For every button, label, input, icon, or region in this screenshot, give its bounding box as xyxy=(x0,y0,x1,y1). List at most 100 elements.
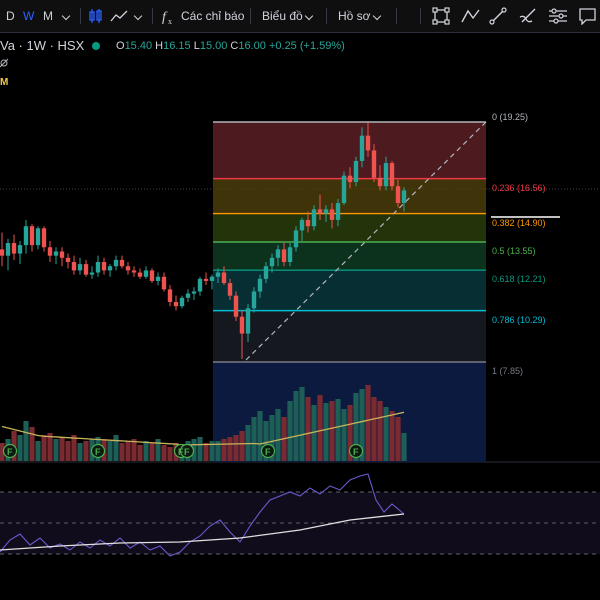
volume-bar xyxy=(59,437,65,461)
candle-body xyxy=(107,266,113,271)
symbol-name[interactable]: Va · 1W · HSX xyxy=(0,38,85,53)
candles-icon[interactable] xyxy=(88,8,104,24)
close-value: 16.00 xyxy=(238,40,266,52)
interval-m-button[interactable]: M xyxy=(43,9,53,23)
volume-bar xyxy=(113,435,119,461)
settings-sliders-icon[interactable] xyxy=(548,7,568,25)
candle-body xyxy=(47,247,53,256)
fib-level-label: 0.618 (12.21) xyxy=(492,274,546,285)
candle-body xyxy=(269,257,275,267)
interval-w-button[interactable]: W xyxy=(23,9,35,23)
volume-bar xyxy=(227,437,233,461)
dividend-marker-icon xyxy=(90,443,106,459)
fib-level-label: 1 (7.85) xyxy=(492,366,524,376)
eye-off-icon[interactable] xyxy=(0,58,10,68)
candle-body xyxy=(83,264,89,275)
change-value: +0.25 (+1.59%) xyxy=(268,40,345,52)
candle-body xyxy=(0,249,5,256)
candle-body xyxy=(221,272,227,284)
volume-bar xyxy=(353,393,359,461)
volume-bar xyxy=(239,431,245,461)
volume-bar xyxy=(179,445,185,461)
rsi-ma-line xyxy=(0,513,405,551)
volume-bar xyxy=(29,427,35,461)
candle-body xyxy=(281,249,287,262)
volume-bar xyxy=(257,411,263,461)
volume-bar xyxy=(107,441,113,461)
candle-body xyxy=(167,289,173,302)
fib-extension-area xyxy=(213,362,486,462)
volume-bar xyxy=(269,415,275,461)
select-rectangle-icon[interactable] xyxy=(432,7,450,25)
candle-body xyxy=(305,219,311,227)
candle-body xyxy=(53,251,59,256)
candle-body xyxy=(71,262,77,271)
indicators-icon[interactable]: f x xyxy=(160,8,176,25)
fib-level-label: 0.236 (16.56) xyxy=(492,182,546,193)
candle-body xyxy=(299,219,305,231)
polyline-tool-icon[interactable] xyxy=(460,7,482,25)
candle-body xyxy=(203,278,209,281)
candle-body xyxy=(95,262,101,273)
candle-body xyxy=(179,297,185,307)
indicator-legend-label[interactable]: M xyxy=(0,77,9,88)
fib-zone xyxy=(213,213,486,242)
candle-body xyxy=(125,266,131,271)
volume-bar xyxy=(371,397,377,461)
volume-bar xyxy=(191,439,197,461)
candle-body xyxy=(35,228,41,246)
volume-bar xyxy=(359,389,365,461)
candle-body xyxy=(155,276,161,281)
interval-d-button[interactable]: D xyxy=(6,9,15,23)
volume-bar xyxy=(395,417,401,461)
trend-line-tool-icon[interactable] xyxy=(489,7,507,25)
volume-bar xyxy=(5,439,11,461)
volume-bar xyxy=(305,397,311,461)
volume-bar xyxy=(77,443,83,461)
dividend-marker-icon xyxy=(348,443,364,459)
comment-icon[interactable] xyxy=(578,7,598,25)
volume-bar xyxy=(251,417,257,461)
volume-bar xyxy=(41,435,47,461)
toolbar-divider xyxy=(250,8,251,24)
brush-tool-icon[interactable] xyxy=(518,7,540,25)
fib-zone xyxy=(213,178,486,214)
candle-body xyxy=(371,150,377,178)
charts-menu-button[interactable]: Biểu đồ xyxy=(262,9,303,23)
high-label: H xyxy=(155,40,164,52)
symbol-legend[interactable]: Va · 1W · HSX xyxy=(0,36,84,56)
interval-chevron-down-icon[interactable] xyxy=(61,11,71,21)
volume-bar xyxy=(245,425,251,461)
candle-body xyxy=(119,259,125,267)
profile-menu-button[interactable]: Hồ sơ xyxy=(338,9,371,23)
candle-body xyxy=(245,308,251,334)
candle-body xyxy=(101,262,107,271)
close-label: C xyxy=(230,40,239,52)
fib-level-label: 0.786 (10.29) xyxy=(492,314,546,325)
volume-bar xyxy=(389,411,395,461)
ohlc-values: O15.40 H16.15 L15.00 C16.00 +0.25 (+1.59… xyxy=(116,36,345,56)
profile-chevron-down-icon[interactable] xyxy=(372,11,382,21)
candle-body xyxy=(149,270,155,281)
volume-bar xyxy=(281,417,287,461)
fib-zone xyxy=(213,270,486,311)
line-chart-icon[interactable] xyxy=(110,8,128,24)
fib-zone xyxy=(213,122,486,179)
fib-level-label: 0 (19.25) xyxy=(492,112,529,122)
toolbar-divider xyxy=(80,8,81,24)
candle-body xyxy=(11,243,17,254)
candle-body xyxy=(293,230,299,248)
volume-bar xyxy=(143,441,149,461)
candle-body xyxy=(377,177,383,187)
fib-level-label: 0.5 (13.55) xyxy=(492,246,536,256)
charts-chevron-down-icon[interactable] xyxy=(304,11,314,21)
indicators-button[interactable]: Các chỉ báo xyxy=(181,9,245,23)
chart-type-chevron-down-icon[interactable] xyxy=(133,11,143,21)
volume-ma-line xyxy=(1,411,405,446)
candle-body xyxy=(233,295,239,317)
candle-body xyxy=(29,226,35,246)
candle-body xyxy=(137,272,143,277)
volume-bar xyxy=(125,441,131,461)
open-value: 15.40 xyxy=(124,40,153,52)
